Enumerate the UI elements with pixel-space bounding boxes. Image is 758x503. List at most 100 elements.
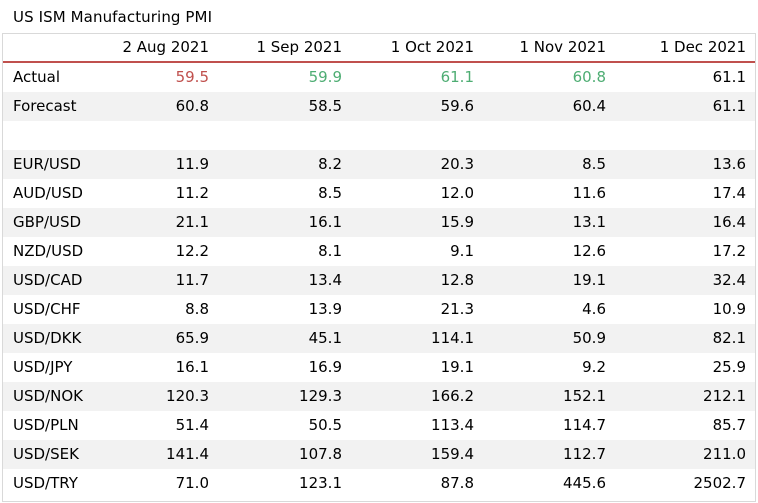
header-row: 2 Aug 2021 1 Sep 2021 1 Oct 2021 1 Nov 2… (3, 34, 755, 63)
table-cell: 85.7 (615, 411, 755, 440)
table-cell (615, 121, 755, 150)
table-cell: 60.4 (483, 92, 615, 121)
table-cell: 12.0 (351, 179, 483, 208)
row-label: Forecast (3, 92, 86, 121)
table-row: USD/DKK 65.9 45.1 114.1 50.9 82.1 (3, 324, 755, 353)
table-cell: 58.5 (218, 92, 351, 121)
table-cell (86, 121, 218, 150)
table-cell: 87.8 (351, 469, 483, 498)
table-cell: 112.7 (483, 440, 615, 469)
row-label: AUD/USD (3, 179, 86, 208)
table-cell: 13.1 (483, 208, 615, 237)
table-cell: 16.1 (218, 208, 351, 237)
row-label: USD/CHF (3, 295, 86, 324)
row-label: Actual (3, 62, 86, 92)
table-cell: 20.3 (351, 150, 483, 179)
table-cell: 19.1 (351, 353, 483, 382)
table-cell: 13.9 (218, 295, 351, 324)
table-cell: 141.4 (86, 440, 218, 469)
table-cell: 16.9 (218, 353, 351, 382)
table-cell: 211.0 (615, 440, 755, 469)
table-row: USD/CAD 11.7 13.4 12.8 19.1 32.4 (3, 266, 755, 295)
table-row: AUD/USD 11.2 8.5 12.0 11.6 17.4 (3, 179, 755, 208)
table-cell: 21.1 (86, 208, 218, 237)
table-cell (483, 121, 615, 150)
table-cell: 82.1 (615, 324, 755, 353)
table-cell: 11.7 (86, 266, 218, 295)
table-cell: 107.8 (218, 440, 351, 469)
table-cell: 2502.7 (615, 469, 755, 498)
table-cell: 10.9 (615, 295, 755, 324)
row-label: USD/PLN (3, 411, 86, 440)
header-corner (3, 34, 86, 63)
table-cell: 59.6 (351, 92, 483, 121)
table-cell: 129.3 (218, 382, 351, 411)
spacer-row (3, 121, 755, 150)
table-cell: 50.5 (218, 411, 351, 440)
table-row: USD/SEK 141.4 107.8 159.4 112.7 211.0 (3, 440, 755, 469)
table-cell: 4.6 (483, 295, 615, 324)
table-cell: 16.4 (615, 208, 755, 237)
row-label: USD/JPY (3, 353, 86, 382)
table-row: USD/NOK 120.3 129.3 166.2 152.1 212.1 (3, 382, 755, 411)
table-row: USD/CHF 8.8 13.9 21.3 4.6 10.9 (3, 295, 755, 324)
table-cell: 11.2 (86, 179, 218, 208)
table-cell: 32.4 (615, 266, 755, 295)
table-cell: 50.9 (483, 324, 615, 353)
table-row: Forecast 60.8 58.5 59.6 60.4 61.1 (3, 92, 755, 121)
table-cell: 9.1 (351, 237, 483, 266)
table-cell: 59.9 (218, 62, 351, 92)
table-cell: 8.5 (483, 150, 615, 179)
table-frame (2, 33, 756, 502)
table-row: USD/PLN 51.4 50.5 113.4 114.7 85.7 (3, 411, 755, 440)
row-label: NZD/USD (3, 237, 86, 266)
table-cell: 11.9 (86, 150, 218, 179)
table-cell: 120.3 (86, 382, 218, 411)
table-cell: 16.1 (86, 353, 218, 382)
table-cell: 8.1 (218, 237, 351, 266)
table-cell: 61.1 (615, 62, 755, 92)
table-cell: 65.9 (86, 324, 218, 353)
row-label: GBP/USD (3, 208, 86, 237)
table-cell: 13.6 (615, 150, 755, 179)
table-cell: 114.1 (351, 324, 483, 353)
table-cell: 17.2 (615, 237, 755, 266)
table-cell: 12.6 (483, 237, 615, 266)
table-body: Actual 59.5 59.9 61.1 60.8 61.1 Forecast 60.8 58… (3, 62, 755, 498)
table-cell: 159.4 (351, 440, 483, 469)
row-label: USD/NOK (3, 382, 86, 411)
row-label: USD/DKK (3, 324, 86, 353)
column-header: 1 Sep 2021 (218, 34, 351, 63)
table-row: GBP/USD 21.1 16.1 15.9 13.1 16.4 (3, 208, 755, 237)
table-cell: 8.2 (218, 150, 351, 179)
table-cell: 61.1 (615, 92, 755, 121)
table-cell: 12.2 (86, 237, 218, 266)
table-cell: 8.8 (86, 295, 218, 324)
column-header: 2 Aug 2021 (86, 34, 218, 63)
table-cell (218, 121, 351, 150)
table-cell: 12.8 (351, 266, 483, 295)
table-cell: 45.1 (218, 324, 351, 353)
table-cell: 113.4 (351, 411, 483, 440)
table-cell: 60.8 (86, 92, 218, 121)
table-cell: 152.1 (483, 382, 615, 411)
pmi-table: 2 Aug 2021 1 Sep 2021 1 Oct 2021 1 Nov 2… (3, 34, 755, 498)
column-header: 1 Nov 2021 (483, 34, 615, 63)
table-row: USD/JPY 16.1 16.9 19.1 9.2 25.9 (3, 353, 755, 382)
row-label (3, 121, 86, 150)
table-title: US ISM Manufacturing PMI (13, 8, 213, 26)
row-label: EUR/USD (3, 150, 86, 179)
table-cell: 61.1 (351, 62, 483, 92)
table-cell: 59.5 (86, 62, 218, 92)
table-cell: 445.6 (483, 469, 615, 498)
table-cell: 9.2 (483, 353, 615, 382)
table-row: EUR/USD 11.9 8.2 20.3 8.5 13.6 (3, 150, 755, 179)
table-cell: 17.4 (615, 179, 755, 208)
table-cell: 51.4 (86, 411, 218, 440)
table-row: USD/TRY 71.0 123.1 87.8 445.6 2502.7 (3, 469, 755, 498)
table-cell: 123.1 (218, 469, 351, 498)
table-cell: 114.7 (483, 411, 615, 440)
table-cell: 166.2 (351, 382, 483, 411)
table-cell: 19.1 (483, 266, 615, 295)
column-header: 1 Dec 2021 (615, 34, 755, 63)
